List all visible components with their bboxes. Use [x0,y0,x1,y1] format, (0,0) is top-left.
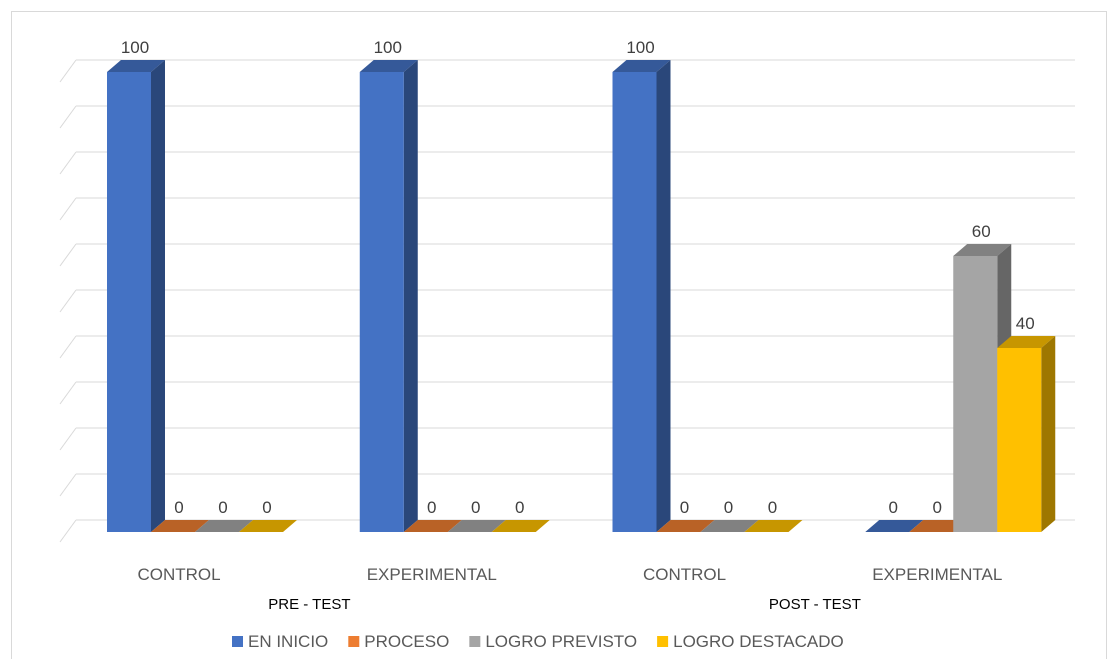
data-label: 0 [218,498,227,517]
gridline-depth [59,105,77,129]
data-label: 0 [680,498,689,517]
category-tick-label: EXPERIMENTAL [367,565,497,584]
bar [447,520,506,532]
legend-swatch [469,636,481,647]
gridline-depth [59,335,77,359]
bar [656,520,715,532]
bar [700,520,759,532]
data-label: 0 [724,498,733,517]
data-label: 0 [515,498,524,517]
bars [107,60,1056,532]
gridline-depth [59,381,77,405]
gridlines [59,59,1075,543]
bar [151,520,209,532]
bar [909,520,968,532]
data-label: 0 [768,498,777,517]
legend-label: LOGRO DESTACADO [673,632,844,651]
category-labels: CONTROL EXPERIMENTAL CONTROL EXPERIMENTAL [137,565,1002,584]
bar [997,336,1056,532]
gridline-depth [59,427,77,451]
bar [359,60,418,532]
data-label: 0 [471,498,480,517]
legend: EN INICIO PROCESO LOGRO PREVISTO LOGRO DEST… [232,632,844,651]
data-label: 0 [262,498,271,517]
bar [403,520,462,532]
category-tick-label: CONTROL [137,565,220,584]
bar [865,520,924,532]
legend-label: EN INICIO [248,632,328,651]
gridline-depth [59,197,77,221]
gridline-depth [59,473,77,497]
bar [612,60,671,532]
data-label: 100 [121,38,149,57]
data-label: 100 [626,38,654,57]
data-labels: 100 0 0 0 100 0 0 0 100 0 0 0 0 0 60 40 [121,38,1035,517]
legend-label: LOGRO PREVISTO [485,632,637,651]
data-label: 0 [933,498,942,517]
legend-item: PROCESO [348,632,449,651]
group-label: POST - TEST [769,596,861,613]
bar [491,520,550,532]
gridline-depth [59,289,77,313]
gridline-depth [59,519,77,543]
gridline-depth [59,59,77,83]
category-tick-label: EXPERIMENTAL [872,565,1002,584]
data-label: 0 [174,498,183,517]
legend-swatch [348,636,360,647]
data-label: 0 [889,498,898,517]
bar [107,60,165,532]
category-tick-label: CONTROL [643,565,726,584]
data-label: 60 [972,222,991,241]
group-labels: PRE - TEST POST - TEST [268,596,861,613]
legend-label: PROCESO [364,632,449,651]
data-label: 40 [1016,314,1035,333]
legend-item: LOGRO DESTACADO [657,632,844,651]
bar [239,520,297,532]
bar [744,520,803,532]
data-label: 100 [374,38,402,57]
data-label: 0 [427,498,436,517]
bar [195,520,253,532]
chart-frame [11,11,1107,659]
legend-swatch [657,636,669,647]
legend-item: LOGRO PREVISTO [469,632,637,651]
group-label: PRE - TEST [268,596,350,613]
gridline-depth [59,151,77,175]
legend-swatch [232,636,243,647]
legend-item: EN INICIO [232,632,328,651]
gridline-depth [59,243,77,267]
